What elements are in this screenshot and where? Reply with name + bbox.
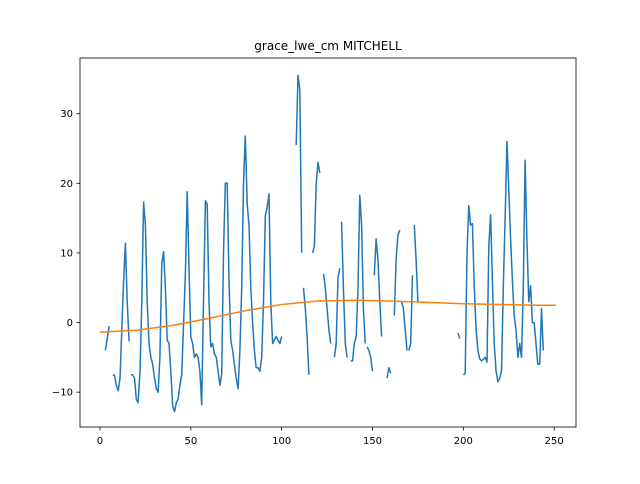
series-1-line-segment-2: [112, 242, 130, 392]
series-1-line-segment-16: [408, 275, 414, 351]
y-tick-label: 10: [60, 248, 73, 259]
chart-title: grace_lwe_cm MITCHELL: [254, 39, 402, 53]
y-tick-label: 20: [60, 179, 73, 190]
x-tick-label: 100: [272, 436, 291, 447]
x-tick-label: 50: [184, 436, 197, 447]
series-1-line-segment-10: [350, 194, 366, 362]
series-1-line-segment-14: [393, 229, 401, 316]
x-tick-label: 0: [97, 436, 103, 447]
plot-area: [80, 58, 576, 427]
series-1-line-segment-5: [302, 287, 310, 375]
series-1-line-segment-1: [104, 325, 110, 351]
series-1-line-segment-7: [322, 273, 332, 344]
series-1-line-segment-4: [295, 74, 303, 253]
series-1-line-segment-9: [340, 221, 348, 358]
series-1-line-segment-8: [333, 268, 341, 358]
y-tick-label: 30: [60, 109, 73, 120]
series-1-line-segment-19: [462, 140, 545, 383]
series-layer: [99, 74, 556, 413]
series-1-line-segment-17: [413, 225, 419, 302]
x-tick-label: 200: [454, 436, 473, 447]
x-tick-label: 150: [363, 436, 382, 447]
series-1-line-segment-15: [400, 301, 408, 351]
series-1-line-segment-18: [457, 332, 461, 339]
plot-frame: [79, 57, 577, 428]
series-2-line-segment-1: [99, 299, 556, 334]
y-tick-label: 0: [67, 318, 73, 329]
series-1-line-segment-6: [311, 161, 321, 254]
y-tick-label: −10: [52, 388, 73, 399]
series-1-line-segment-11: [366, 346, 374, 372]
series-1-line-segment-13: [386, 367, 392, 379]
y-axis: −10 0 10 20 30: [52, 109, 80, 399]
series-1-line-segment-12: [373, 238, 383, 337]
x-tick-label: 250: [545, 436, 564, 447]
x-axis: 0 50 100 150 200 250: [97, 427, 564, 447]
series-1-line-segment-3: [130, 135, 283, 413]
